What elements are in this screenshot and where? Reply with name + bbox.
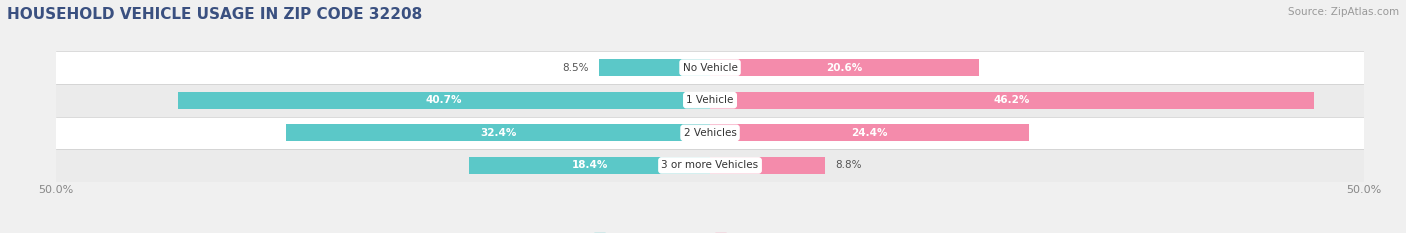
Bar	[287, 124, 710, 141]
Bar	[710, 157, 825, 174]
Legend: Owner-occupied, Renter-occupied: Owner-occupied, Renter-occupied	[589, 229, 831, 233]
Bar	[710, 124, 1029, 141]
Bar	[710, 59, 980, 76]
Text: HOUSEHOLD VEHICLE USAGE IN ZIP CODE 32208: HOUSEHOLD VEHICLE USAGE IN ZIP CODE 3220…	[7, 7, 422, 22]
Text: 8.8%: 8.8%	[835, 161, 862, 170]
Text: 18.4%: 18.4%	[572, 161, 607, 170]
Text: No Vehicle: No Vehicle	[682, 63, 738, 72]
Bar	[177, 92, 710, 109]
Text: 40.7%: 40.7%	[426, 95, 463, 105]
Text: 46.2%: 46.2%	[994, 95, 1031, 105]
Text: 2 Vehicles: 2 Vehicles	[683, 128, 737, 138]
Bar	[56, 116, 1364, 149]
Text: 32.4%: 32.4%	[479, 128, 516, 138]
Bar	[599, 59, 710, 76]
Text: 3 or more Vehicles: 3 or more Vehicles	[661, 161, 759, 170]
Bar	[56, 149, 1364, 182]
Bar	[710, 92, 1315, 109]
Bar	[56, 51, 1364, 84]
Text: 8.5%: 8.5%	[562, 63, 589, 72]
Text: 20.6%: 20.6%	[827, 63, 863, 72]
Bar	[56, 84, 1364, 116]
Text: 24.4%: 24.4%	[851, 128, 887, 138]
Text: Source: ZipAtlas.com: Source: ZipAtlas.com	[1288, 7, 1399, 17]
Text: 1 Vehicle: 1 Vehicle	[686, 95, 734, 105]
Bar	[470, 157, 710, 174]
